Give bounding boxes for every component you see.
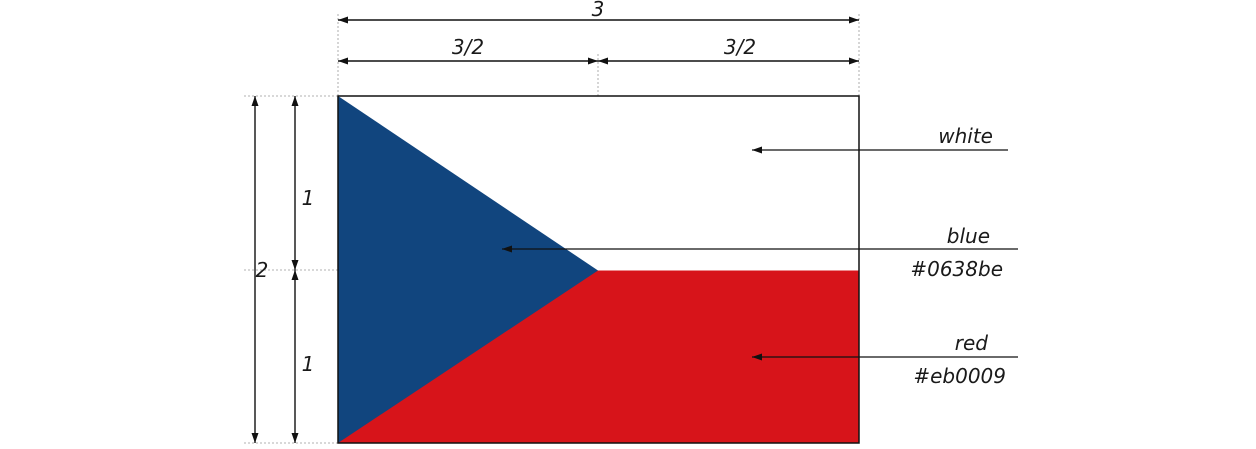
czech-flag [337, 95, 860, 444]
upper-height-label: 1 [302, 186, 315, 210]
right-half-width-label: 3/2 [724, 35, 756, 59]
total-height-label: 2 [256, 258, 269, 282]
blue-triangle [338, 96, 598, 443]
red-callout-hex: #eb0009 [913, 364, 1006, 388]
flag-outline [337, 95, 860, 444]
width-dimensions: 3 3/2 3/2 [338, 0, 859, 65]
blue-callout-hex: #0638be [910, 257, 1003, 281]
height-dimensions: 2 1 1 [251, 96, 315, 443]
white-callout-label: white [938, 124, 993, 148]
left-half-width-label: 3/2 [452, 35, 484, 59]
color-callouts: white blue #0638be red #eb0009 [502, 124, 1018, 388]
blue-callout-label: blue [947, 224, 990, 248]
total-width-label: 3 [592, 0, 605, 21]
red-callout-label: red [955, 331, 989, 355]
lower-height-label: 1 [302, 352, 315, 376]
